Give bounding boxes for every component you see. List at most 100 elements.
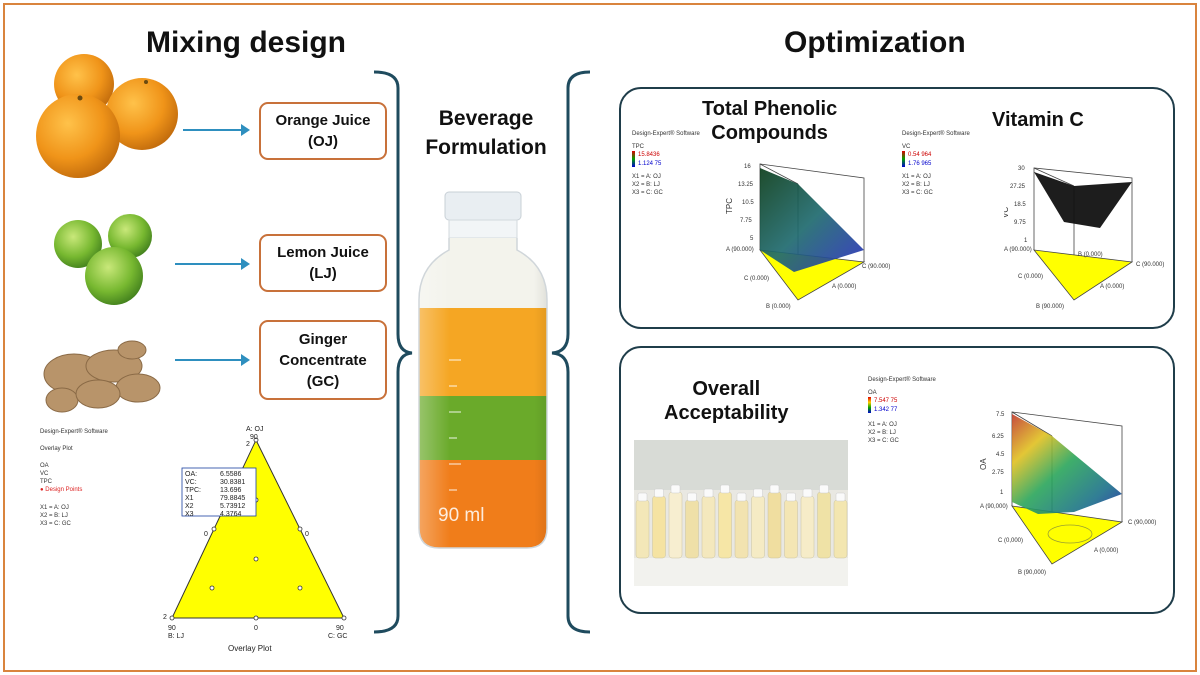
overlay-resp-oa: OA (40, 463, 49, 469)
optimization-heading: Optimization (784, 26, 966, 59)
tpc-axis-label: TPC (725, 198, 734, 214)
vc-tick: 9.75 (1014, 220, 1026, 226)
overlay-design-points: ● Design Points (40, 487, 83, 493)
oa-base-triangle (1011, 505, 1124, 565)
photo-bottle (685, 499, 699, 559)
vc-tick: 1 (1024, 238, 1028, 244)
design-point (253, 556, 259, 562)
tpc-tick: 5 (750, 236, 754, 242)
tooltip-k: X1 (185, 495, 194, 502)
tpc-low: 1.124 75 (638, 161, 662, 167)
tpc-factor-1: X1 = A: OJ (632, 174, 661, 180)
photo-bottle-cap (835, 492, 846, 502)
photo-bottle (668, 491, 683, 559)
vc-tick: 30 (1018, 166, 1025, 172)
oa-tick: 7.5 (996, 412, 1005, 418)
oa-color-bar (868, 397, 871, 413)
arrow-lemon (175, 258, 250, 270)
overlay-factor-3: X3 = C: GC (40, 521, 71, 527)
photo-bottle-cap (703, 488, 714, 498)
photo-bottle-cap (670, 484, 681, 494)
right-bracket (551, 70, 591, 634)
tooltip-k: TPC: (185, 487, 201, 494)
bottle-volume-label: 90 ml (438, 505, 484, 526)
lemon-juice-abbr: (LJ) (309, 265, 337, 282)
ginger-label-2: Concentrate (279, 351, 367, 369)
bottles-photo (634, 440, 848, 586)
vc-low: 1.76 965 (908, 161, 932, 167)
bottle-cap (444, 191, 522, 221)
vc-corner-a0: A (0.000) (1100, 284, 1124, 290)
orange-juice-box: Orange Juice (OJ) (259, 102, 387, 160)
tooltip-k: X2 (185, 503, 194, 510)
vertex-b-value: 90 (168, 625, 176, 632)
vc-corner-a: A (90.000) (1004, 247, 1032, 253)
orange-juice-label: Orange Juice (275, 112, 371, 129)
ginger-concentrate-box: Ginger Concentrate (GC) (259, 320, 387, 400)
vc-tick: 18.5 (1014, 202, 1026, 208)
overlay-software: Design-Expert® Software (40, 429, 108, 435)
arrow-orange (183, 124, 250, 136)
oa-tick: 4.5 (996, 452, 1005, 458)
vc-corner-b: B (0.000) (1078, 252, 1103, 258)
tpc-tick: 16 (744, 164, 751, 170)
arrow-ginger (175, 354, 250, 366)
tpc-high: 15.8436 (638, 152, 660, 158)
vertex-a-value: 90 (250, 434, 258, 441)
formulation-line-2: Formulation (425, 136, 547, 159)
tooltip-k: VC: (185, 479, 197, 486)
tooltip-v: 4.3764 (220, 511, 242, 518)
tpc-corner-b: B (0.000) (766, 304, 791, 310)
oa-software: Design-Expert® Software (868, 377, 936, 383)
ginger-abbr: (GC) (306, 372, 340, 390)
tpc-color-bar (632, 151, 635, 167)
design-point (253, 615, 259, 621)
tpc-tick: 10.5 (742, 200, 754, 206)
beverage-formulation-title: Beverage Formulation (408, 104, 564, 162)
vertex-a-count: 2 (246, 441, 250, 448)
tooltip-v: 30.8381 (220, 479, 245, 486)
oa-corner-a0: A (0,000) (1094, 548, 1118, 554)
photo-bottle-cap (687, 492, 697, 502)
vertex-c-value: 90 (336, 625, 344, 632)
oa-title: Overall Acceptability (664, 377, 788, 425)
vc-corner-c: C (90.000) (1136, 262, 1164, 268)
vc-factor-2: X2 = B: LJ (902, 182, 930, 188)
vc-response-surface (1034, 172, 1132, 228)
vc-surface-plot: 30 27.25 18.5 9.75 1 VC A (90.000) B (0.… (1004, 166, 1164, 310)
tpc-resp: TPC (632, 144, 644, 150)
oa-resp: OA (868, 390, 877, 396)
vertex-c-label: C: GC (328, 633, 347, 640)
photo-bottle-cap (637, 492, 648, 502)
photo-bottle (800, 495, 815, 559)
design-points-label: Design Points (45, 487, 83, 493)
overlay-factor-1: X1 = A: OJ (40, 505, 69, 511)
overlay-tooltip (181, 467, 257, 517)
overlay-caption: Overlay Plot (228, 644, 272, 653)
photo-bottle (751, 495, 765, 559)
photo-bottle (784, 499, 798, 559)
oa-low: 1.342 77 (874, 407, 898, 413)
oa-high: 7.547 75 (874, 398, 898, 404)
mixing-design-heading: Mixing design (146, 26, 347, 59)
oa-tick: 2.75 (992, 470, 1004, 476)
oa-surface-plot: 7.5 6.25 4.5 2.75 1 OA A (90,000) C (90,… (979, 411, 1156, 576)
vc-tick: 27.25 (1010, 184, 1026, 190)
oa-corner-b: B (90,000) (1018, 570, 1046, 576)
photo-bottle (635, 499, 650, 559)
oa-title-line-1: Overall (692, 378, 761, 400)
bottom-mid-tick: 0 (254, 625, 258, 632)
tooltip-v: 6.5586 (220, 471, 242, 478)
photo-bottle (718, 491, 732, 559)
design-point (253, 437, 259, 443)
left-bracket (373, 70, 413, 634)
oa-axis-label: OA (979, 458, 988, 470)
tpc-title-line-2: Compounds (711, 122, 828, 144)
tpc-tick: 7.75 (740, 218, 752, 224)
orange-image (36, 54, 178, 178)
vc-corner-b90: B (90.000) (1036, 304, 1064, 310)
tpc-corner-a: A (90.000) (726, 247, 754, 253)
vc-factor-1: X1 = A: OJ (902, 174, 931, 180)
photo-bottle-cap (720, 484, 730, 494)
vertex-a-label: A: OJ (246, 426, 264, 433)
